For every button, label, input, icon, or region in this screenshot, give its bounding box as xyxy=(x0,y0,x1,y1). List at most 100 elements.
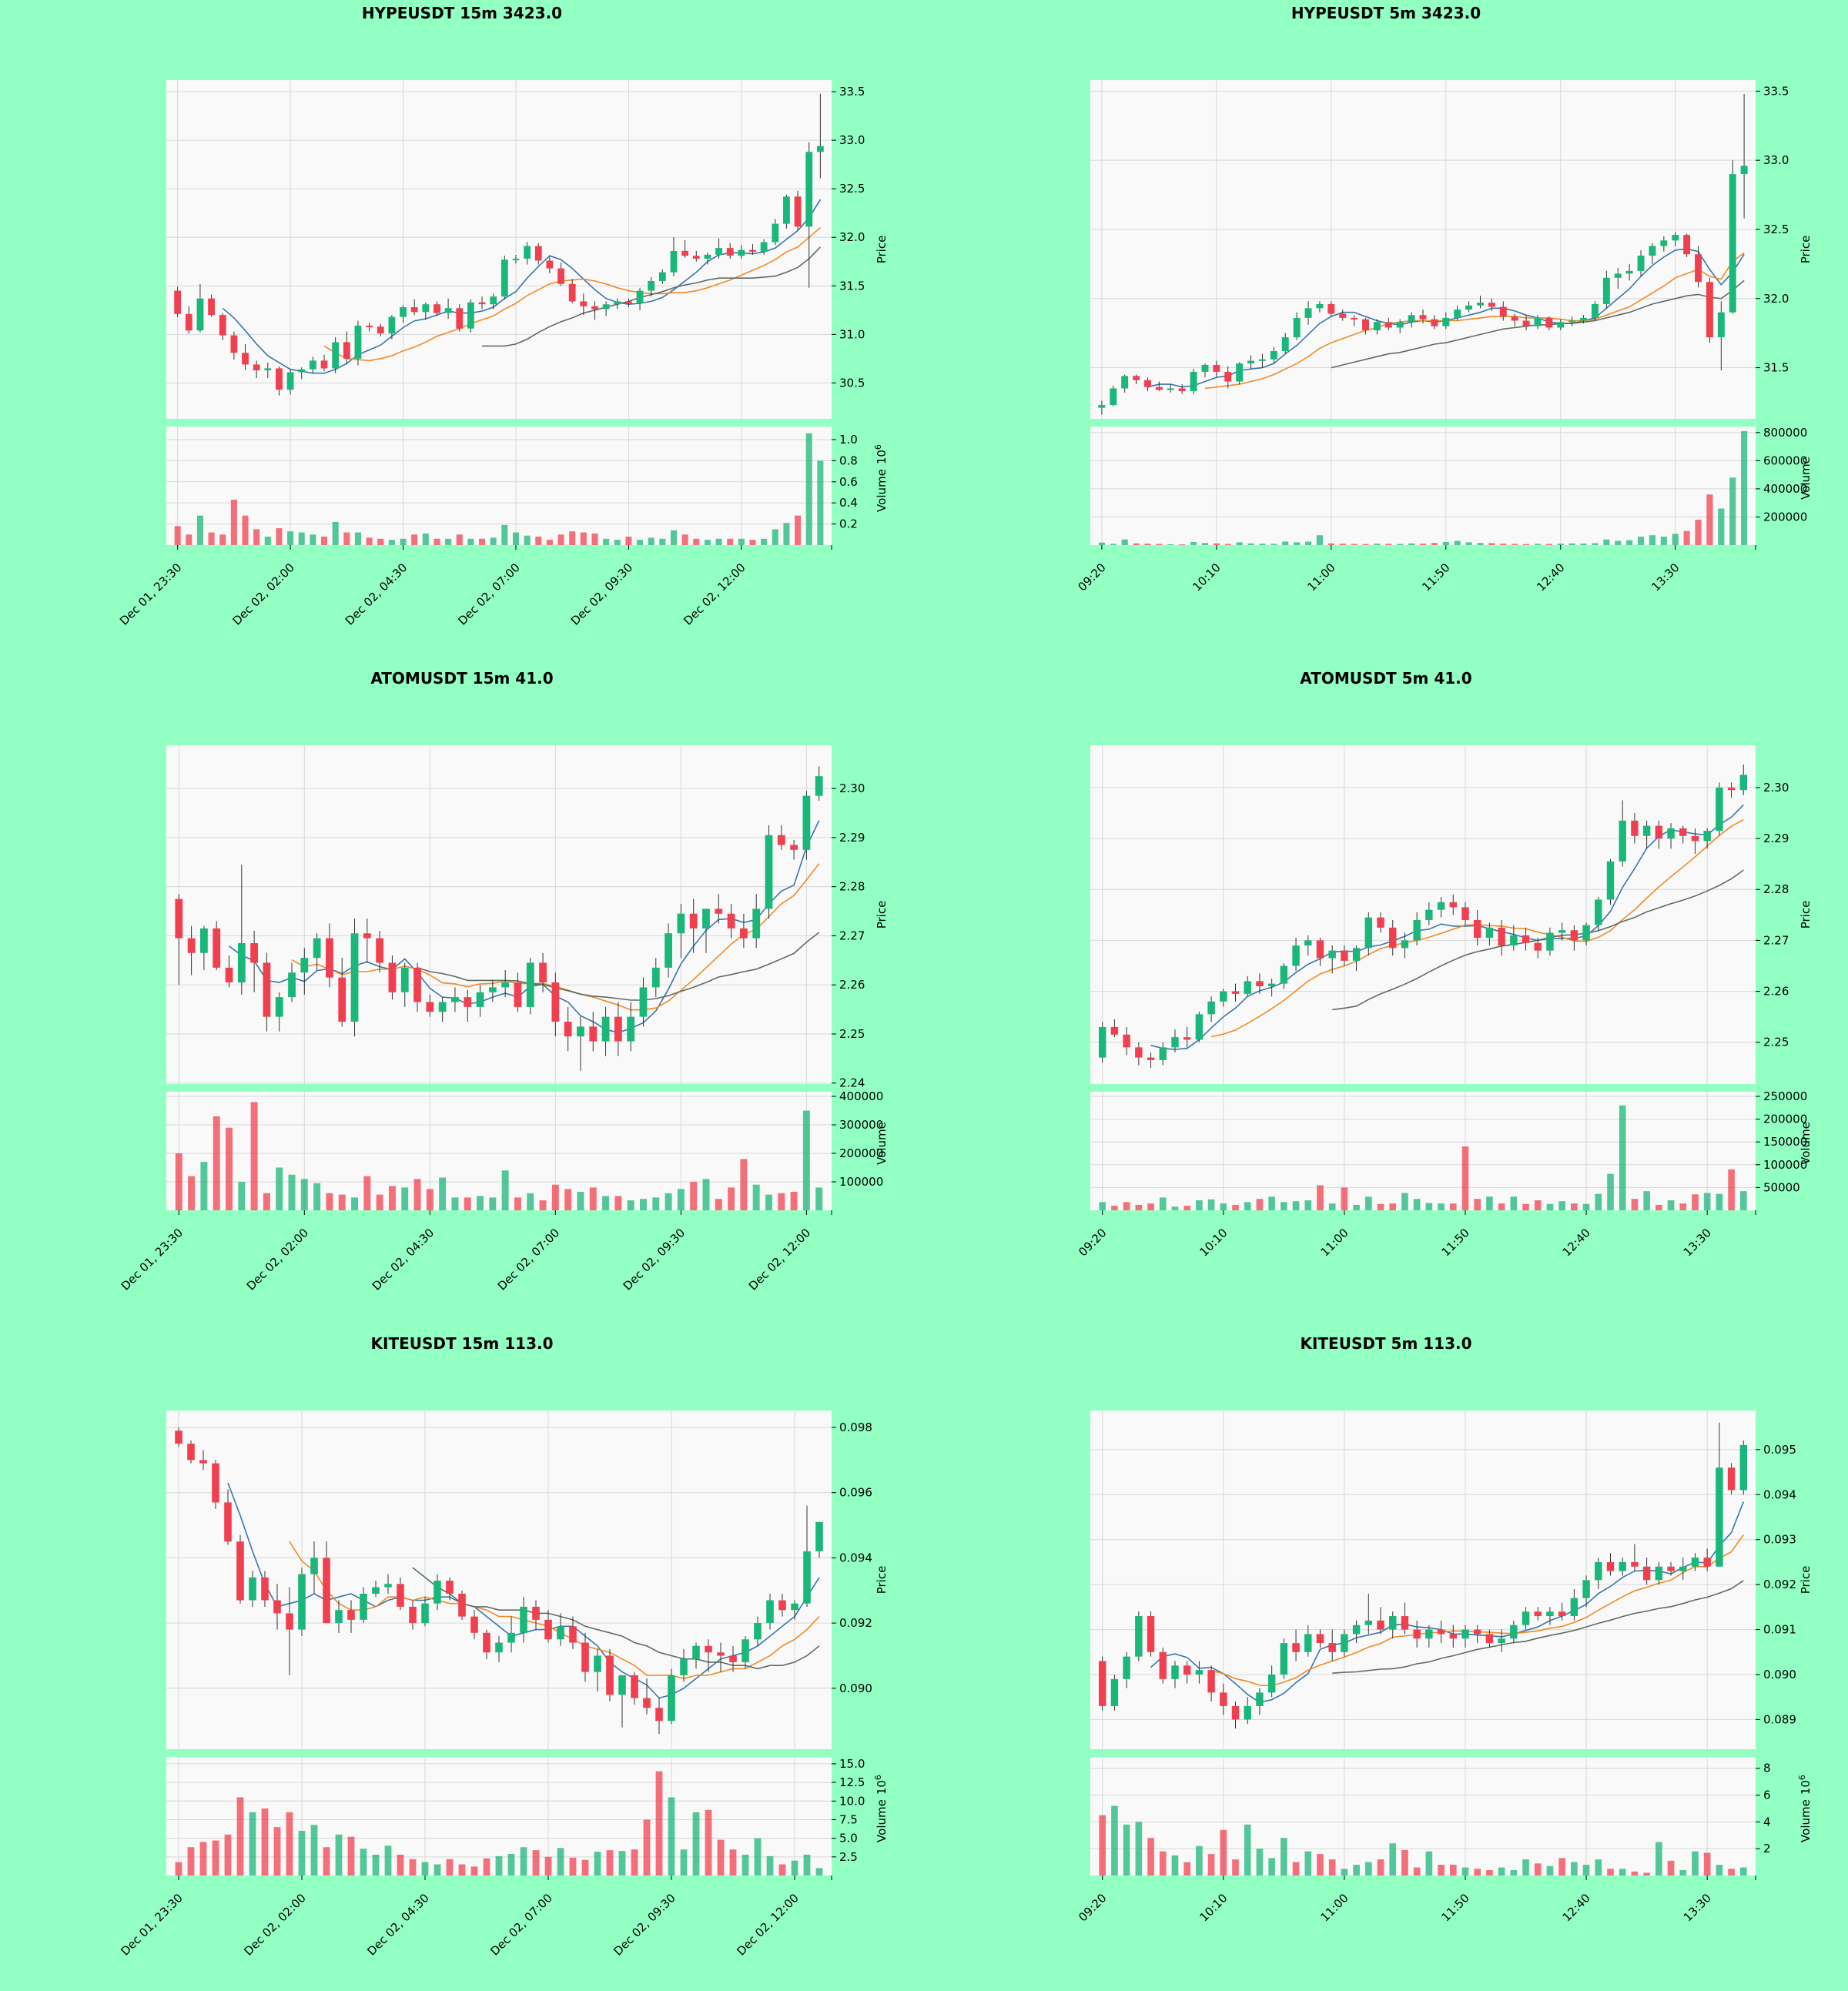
volume-bar xyxy=(174,526,181,545)
volume-bar xyxy=(464,1197,471,1210)
x-tick-label: Dec 02, 04:30 xyxy=(364,1891,431,1958)
candle-body xyxy=(1706,282,1713,338)
candle-body xyxy=(338,977,346,1022)
volume-bar xyxy=(1425,1203,1433,1210)
volume-bar xyxy=(1558,1201,1565,1210)
volume-bar xyxy=(310,1825,318,1876)
candle-body xyxy=(1256,981,1264,986)
volume-bar xyxy=(326,1193,333,1210)
volume-tick-label: 0.2 xyxy=(839,517,858,531)
candle-body xyxy=(1510,935,1518,946)
candle-body xyxy=(366,325,373,327)
candle-body xyxy=(1213,364,1220,372)
candle-body xyxy=(1442,317,1450,326)
candle-body xyxy=(490,296,497,305)
volume-bar xyxy=(501,524,508,545)
volume-bar xyxy=(1510,1196,1518,1210)
candle-body xyxy=(438,1002,447,1012)
volume-tick-label: 250000 xyxy=(1763,1089,1807,1103)
volume-bar xyxy=(1123,1824,1130,1876)
volume-bar xyxy=(1679,1870,1687,1876)
y-tick-label: 33.0 xyxy=(839,133,865,147)
candle-body xyxy=(1546,1611,1554,1617)
x-tick-label: 10:10 xyxy=(1197,1226,1230,1259)
volume-bar xyxy=(618,1851,626,1876)
volume-bar xyxy=(249,1812,256,1876)
volume-bar xyxy=(242,515,249,545)
chart-title: ATOMUSDT 5m 41.0 xyxy=(1300,669,1471,688)
volume-bar xyxy=(805,433,812,545)
candle-body xyxy=(618,1675,626,1695)
candle-body xyxy=(236,1541,244,1601)
x-tick-label: Dec 02, 09:30 xyxy=(611,1891,678,1958)
candle-body xyxy=(1267,983,1276,986)
volume-bar xyxy=(614,540,621,545)
x-tick-label: 10:10 xyxy=(1190,560,1223,594)
volume-bar xyxy=(1247,543,1254,545)
candle-body xyxy=(1488,303,1495,307)
volume-bar xyxy=(1667,1200,1675,1210)
candle-body xyxy=(426,1002,434,1012)
volume-axis-label: Volume 106 xyxy=(873,1775,889,1842)
candle-body xyxy=(1408,315,1415,323)
candle-body xyxy=(500,259,508,297)
volume-bar xyxy=(347,1836,355,1876)
volume-bar xyxy=(1477,543,1484,545)
price-axis-label: Price xyxy=(1799,1566,1813,1594)
candle-body xyxy=(1437,902,1445,910)
candle-body xyxy=(300,958,309,973)
volume-bar xyxy=(1397,544,1404,545)
volume-bar xyxy=(1619,1105,1626,1210)
y-tick-label: 0.095 xyxy=(1763,1443,1796,1457)
volume-bar xyxy=(1582,1203,1590,1210)
candle-body xyxy=(1247,360,1255,364)
y-tick-label: 2.26 xyxy=(1763,985,1789,999)
candle-body xyxy=(1631,820,1639,836)
volume-bar xyxy=(1741,431,1748,545)
candle-body xyxy=(1716,787,1723,832)
candle-body xyxy=(1183,1037,1191,1040)
volume-bar xyxy=(1213,543,1220,545)
volume-bar xyxy=(527,1193,534,1210)
volume-bar xyxy=(791,1860,798,1876)
candle-body xyxy=(544,1619,552,1640)
volume-bar xyxy=(1619,1869,1626,1876)
candle-body xyxy=(1642,825,1651,836)
chart-panel: ATOMUSDT 15m 41.0 Dec 01, 23:30 Dec 02, 02… xyxy=(119,669,889,1293)
candle-body xyxy=(705,1645,712,1653)
volume-bar xyxy=(1327,543,1334,545)
candle-body xyxy=(1522,320,1530,326)
volume-bar xyxy=(1739,1867,1747,1876)
candle-body xyxy=(1477,303,1484,306)
candle-body xyxy=(1522,935,1530,943)
volume-bar xyxy=(1281,1202,1287,1210)
volume-bar xyxy=(1408,543,1415,545)
candle-body xyxy=(212,1463,219,1503)
volume-bar xyxy=(772,529,778,545)
volume-bar xyxy=(300,1179,308,1210)
candle-body xyxy=(643,1698,651,1708)
x-tick-label: Dec 02, 12:00 xyxy=(681,560,748,627)
volume-bar xyxy=(639,1199,647,1210)
candle-body xyxy=(539,962,547,982)
candle-body xyxy=(1473,919,1481,939)
volume-bar xyxy=(384,1845,392,1876)
y-tick-label: 2.25 xyxy=(1763,1036,1789,1049)
candle-body xyxy=(1683,235,1691,255)
volume-bar xyxy=(1341,1869,1348,1876)
candle-body xyxy=(501,982,510,988)
candle-body xyxy=(1431,319,1438,326)
candle-body xyxy=(1231,991,1240,994)
volume-bar xyxy=(1679,1203,1687,1210)
volume-bar xyxy=(366,537,373,545)
volume-bar xyxy=(1656,1204,1662,1210)
volume-bar xyxy=(705,1809,712,1876)
volume-bar xyxy=(532,1850,540,1876)
candle-body xyxy=(273,1600,281,1614)
y-tick-label: 0.093 xyxy=(1763,1533,1796,1547)
candle-body xyxy=(777,835,785,845)
candle-body xyxy=(409,1606,417,1624)
candle-body xyxy=(1716,1467,1723,1567)
candle-body xyxy=(514,982,522,1007)
volume-bar xyxy=(338,1194,346,1210)
